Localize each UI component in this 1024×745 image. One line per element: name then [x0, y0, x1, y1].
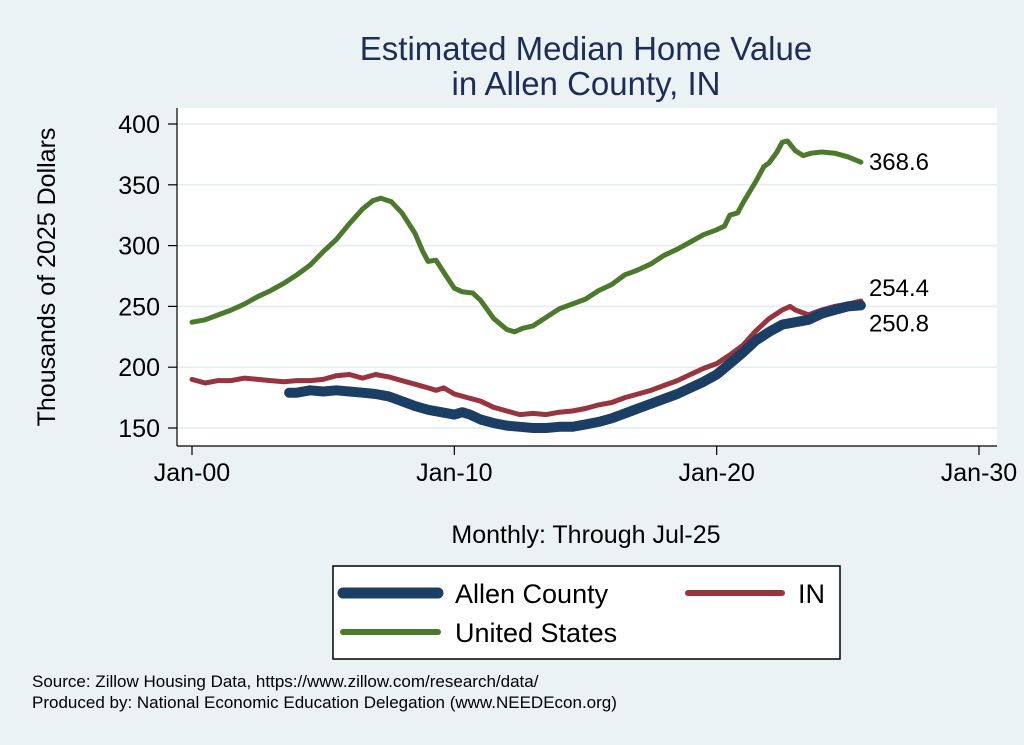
y-tick-label-400: 400	[118, 111, 160, 139]
x-tick-label-jan-10: Jan-10	[416, 459, 492, 487]
legend-label-in: IN	[798, 579, 825, 609]
end-labels: 368.6 254.4 250.8	[869, 149, 929, 337]
chart-title-line-1: Estimated Median Home Value	[360, 30, 812, 67]
legend-label-united-states: United States	[455, 618, 617, 648]
series-line-allen-county	[284, 300, 866, 433]
end-label-allen-county: 250.8	[869, 310, 929, 337]
series-lines	[189, 138, 866, 433]
y-tick-label-200: 200	[118, 354, 160, 382]
x-tick-label-jan-30: Jan-30	[941, 459, 1017, 487]
legend-box	[332, 565, 841, 660]
y-tick-label-300: 300	[118, 233, 160, 261]
y-tick-label-250: 250	[118, 293, 160, 321]
series-line-united-states	[189, 138, 864, 335]
series-line-in	[189, 298, 864, 418]
source-line: Source: Zillow Housing Data, https://www…	[32, 672, 539, 691]
end-label-united-states: 368.6	[869, 149, 929, 176]
y-axis-title: Thousands of 2025 Dollars	[33, 128, 61, 427]
end-label-in: 254.4	[869, 275, 929, 302]
produced-by-line: Produced by: National Economic Education…	[32, 693, 617, 712]
y-tick-label-150: 150	[118, 415, 160, 443]
gridlines	[177, 123, 997, 429]
x-tick-label-jan-00: Jan-00	[154, 459, 230, 487]
x-axis-title: Monthly: Through Jul-25	[451, 521, 720, 549]
chart-title-line-2: in Allen County, IN	[451, 65, 720, 102]
x-tick-label-jan-20: Jan-20	[678, 459, 754, 487]
legend-label-allen-county: Allen County	[455, 579, 609, 609]
axes: 150 200 250 300 350 400 Jan-00 Jan-10 Jan-20 Jan-…	[118, 108, 1017, 487]
legend: Allen County IN United States	[332, 565, 841, 660]
y-tick-label-350: 350	[118, 172, 160, 200]
